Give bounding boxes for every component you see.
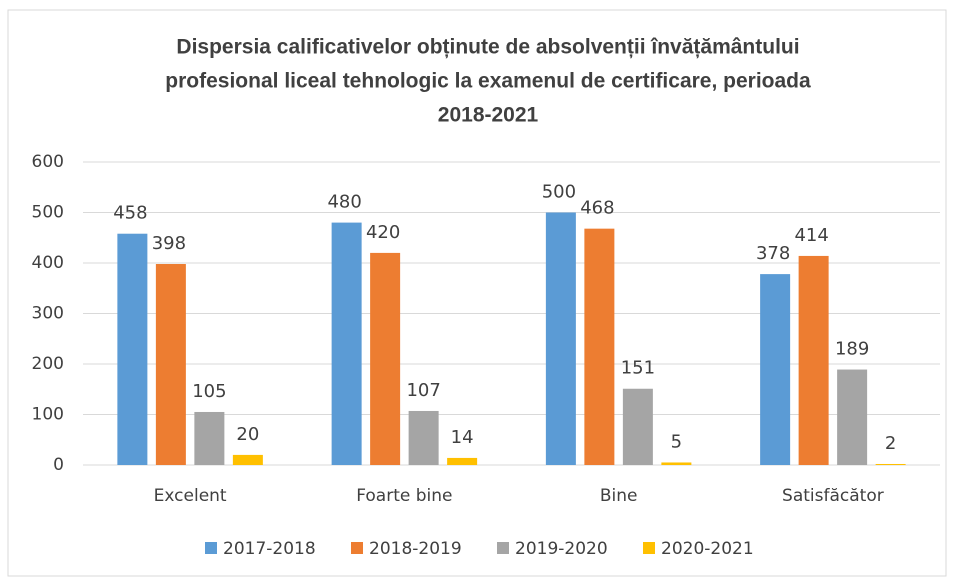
legend-swatch — [351, 542, 363, 554]
y-tick-label: 500 — [32, 203, 64, 223]
data-label: 189 — [835, 339, 869, 360]
bar — [545, 212, 576, 465]
bar — [155, 264, 186, 465]
legend-label: 2019-2020 — [515, 539, 608, 559]
data-label: 458 — [113, 203, 147, 224]
data-label: 420 — [366, 222, 400, 243]
bar — [875, 463, 906, 465]
bar — [760, 274, 791, 465]
chart-title: profesional liceal tehnologic la examenu… — [165, 70, 811, 93]
chart-title: 2018-2021 — [438, 104, 539, 127]
data-label: 2 — [885, 433, 896, 454]
bar — [370, 252, 401, 465]
y-tick-label: 100 — [32, 405, 64, 425]
bar — [232, 454, 263, 465]
bar — [408, 410, 439, 465]
bar — [622, 388, 653, 465]
data-label: 480 — [327, 192, 361, 213]
data-label: 105 — [192, 381, 226, 402]
chart-title: Dispersia calificativelor obținute de ab… — [176, 36, 799, 59]
legend-label: 2018-2019 — [369, 539, 462, 559]
bar — [194, 411, 225, 465]
data-label: 398 — [152, 233, 186, 254]
y-tick-label: 0 — [53, 455, 64, 475]
bar — [117, 233, 148, 465]
x-tick-label: Foarte bine — [356, 486, 452, 506]
bar — [447, 457, 478, 465]
data-label: 468 — [580, 198, 614, 219]
data-label: 378 — [756, 243, 790, 264]
y-tick-label: 600 — [32, 152, 64, 172]
legend-label: 2020-2021 — [661, 539, 754, 559]
data-label: 414 — [794, 225, 828, 246]
data-label: 107 — [406, 380, 440, 401]
data-label: 5 — [671, 431, 682, 452]
bar — [584, 228, 615, 465]
data-label: 500 — [542, 182, 576, 203]
x-tick-label: Excelent — [154, 486, 227, 506]
bar — [798, 255, 829, 465]
bar — [661, 462, 692, 465]
data-label: 151 — [621, 358, 655, 379]
data-label: 14 — [451, 427, 474, 448]
legend-swatch — [497, 542, 509, 554]
bar — [331, 222, 362, 465]
y-tick-label: 400 — [32, 253, 64, 273]
x-tick-label: Satisfăcător — [782, 486, 884, 506]
data-label: 20 — [236, 424, 259, 445]
y-tick-label: 200 — [32, 354, 64, 374]
bar — [837, 369, 868, 465]
legend-label: 2017-2018 — [223, 539, 316, 559]
y-tick-label: 300 — [32, 304, 64, 324]
legend-swatch — [643, 542, 655, 554]
legend-swatch — [205, 542, 217, 554]
x-tick-label: Bine — [600, 486, 638, 506]
